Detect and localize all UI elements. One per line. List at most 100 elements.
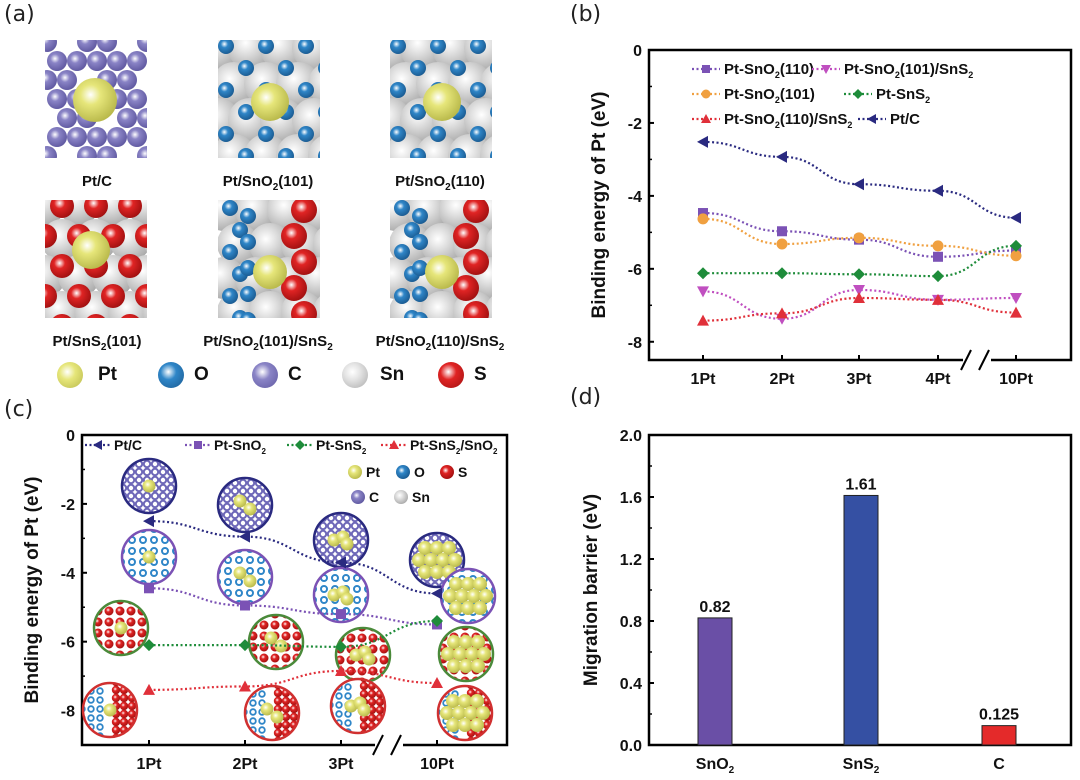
data-point <box>697 213 709 225</box>
atom-s <box>104 639 114 649</box>
legend-item: Pt-SnS2 <box>844 86 930 105</box>
carbon-ring <box>126 475 136 485</box>
atom-s <box>304 654 313 663</box>
data-point <box>1010 293 1022 304</box>
atom-legend-label: Pt <box>366 464 380 480</box>
y-axis-title: Binding energy of Pt (eV) <box>22 477 43 704</box>
oxygen-atom <box>353 607 361 615</box>
atom-pt <box>479 589 493 603</box>
carbon-ring <box>158 459 168 461</box>
oxygen-atom <box>491 575 495 583</box>
data-point <box>776 150 787 163</box>
carbon-ring <box>122 499 128 509</box>
subscript: 2 <box>272 182 279 193</box>
oxygen-atom <box>172 536 176 544</box>
series-pt-c <box>143 515 442 600</box>
label-text: Pt/SnS <box>52 333 101 350</box>
atom-o <box>318 150 320 158</box>
oxygen-atom <box>245 690 248 698</box>
carbon-ring <box>222 502 232 512</box>
carbon-ring <box>270 510 272 520</box>
oxygen-atom <box>161 530 169 533</box>
carbon-ring <box>126 491 136 501</box>
label-text: (110) <box>450 173 485 190</box>
atom-pt <box>446 718 460 732</box>
atom-pt <box>470 694 484 708</box>
atom-pt <box>461 577 475 591</box>
atom-s <box>375 697 385 707</box>
carbon-ring <box>238 486 248 496</box>
carbon-ring <box>222 478 232 480</box>
oxygen-atom <box>249 735 257 740</box>
axis-break-mark <box>978 349 990 371</box>
y-tick-label: -8 <box>628 335 642 352</box>
atom-c <box>77 146 97 158</box>
atom-pt <box>340 592 354 606</box>
atom-o <box>394 244 410 260</box>
subscript: 2 <box>425 342 432 353</box>
oxygen-atom <box>258 690 266 698</box>
oxygen-atom <box>235 600 243 604</box>
atom-o <box>240 312 256 318</box>
structure-label: Pt/C <box>0 173 197 190</box>
x-tick-label: 1Pt <box>137 756 163 773</box>
label-text: SnO2 <box>696 756 735 776</box>
oxygen-atom <box>331 574 339 582</box>
atom-c <box>45 70 57 90</box>
data-point <box>932 270 944 283</box>
data-point <box>932 184 943 197</box>
atom-pt <box>412 553 426 567</box>
atom-pt <box>270 710 284 724</box>
atom-o <box>278 60 294 76</box>
x-tick-label: 10Pt <box>420 756 454 773</box>
structure-tile <box>45 200 147 318</box>
oxygen-atom <box>480 619 488 623</box>
atom-s <box>463 249 489 275</box>
atom-s <box>391 645 400 654</box>
atom-s <box>101 284 125 308</box>
atom-swatch-c <box>351 490 365 504</box>
carbon-ring <box>318 513 328 515</box>
atom-sn <box>421 223 463 265</box>
x-tick-label: 3Pt <box>329 756 355 773</box>
oxygen-atom <box>364 596 368 604</box>
subscript: 2 <box>775 70 780 80</box>
carbon-ring <box>126 459 136 461</box>
atom-s <box>118 254 142 278</box>
oxygen-atom <box>335 710 343 718</box>
data-point <box>697 286 709 298</box>
carbon-ring <box>246 518 256 528</box>
structure-tile <box>218 40 320 158</box>
atom-o <box>258 40 274 54</box>
structure-inset <box>436 684 494 742</box>
atom-pt <box>253 255 287 289</box>
atom-legend-label: Pt <box>98 364 117 385</box>
atom-s <box>289 704 299 714</box>
atom-s <box>273 728 283 738</box>
atom-pt <box>73 78 117 122</box>
oxygen-atom <box>447 619 455 623</box>
oxygen-atom <box>364 585 368 593</box>
atom-o <box>390 126 406 142</box>
structure-label: Pt/SnO2(101) <box>168 173 368 193</box>
carbon-ring <box>122 507 128 513</box>
carbon-ring <box>326 553 336 563</box>
oxygen-atom <box>161 558 169 566</box>
atom-s <box>270 664 280 669</box>
label-span: SnS <box>843 756 874 773</box>
carbon-ring <box>318 537 328 547</box>
y-tick-label: 1.2 <box>620 552 642 569</box>
carbon-ring <box>134 483 144 493</box>
atom-o <box>238 148 254 158</box>
atom-s <box>126 617 136 627</box>
oxygen-atom <box>150 536 158 544</box>
atom-c <box>137 40 147 52</box>
data-point <box>821 65 831 74</box>
structure-label: Pt/SnS2(101) <box>0 333 197 353</box>
data-point <box>194 441 202 449</box>
carbon-ring <box>126 507 136 513</box>
structure-insets <box>81 457 497 742</box>
subscript: 2 <box>775 120 780 130</box>
oxygen-atom <box>87 683 95 686</box>
